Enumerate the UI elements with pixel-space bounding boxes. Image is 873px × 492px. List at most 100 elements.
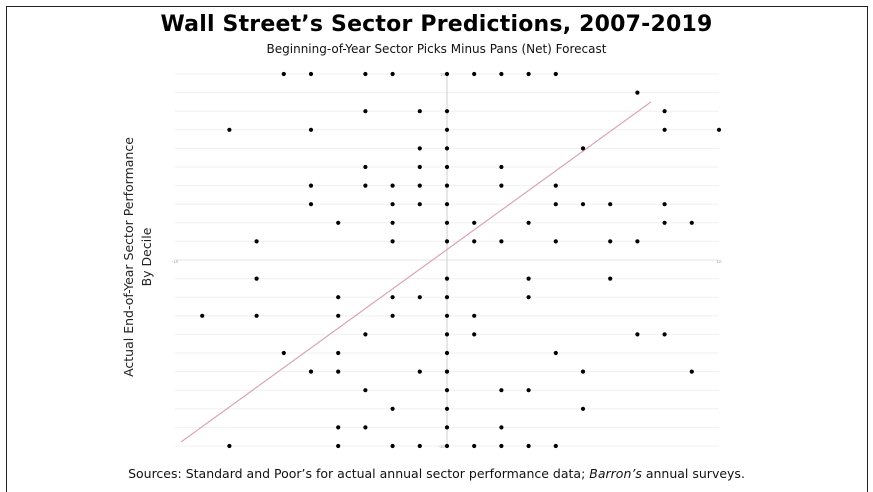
axes <box>175 74 719 446</box>
data-point <box>308 202 314 207</box>
data-point <box>390 183 395 188</box>
data-point <box>444 220 450 225</box>
data-point <box>444 406 450 411</box>
data-point <box>716 127 722 132</box>
x-tick-label: 10 <box>716 259 722 264</box>
data-point <box>444 425 450 430</box>
y-tick-label: 10 <box>440 72 446 77</box>
data-point <box>662 202 667 207</box>
data-point <box>689 220 694 225</box>
data-point <box>662 220 667 225</box>
data-point <box>526 276 531 281</box>
data-point <box>390 443 395 449</box>
data-point <box>526 443 531 449</box>
data-point <box>499 71 504 77</box>
data-point <box>363 388 368 393</box>
data-point <box>580 406 586 411</box>
data-point <box>444 146 450 151</box>
data-point <box>444 332 450 337</box>
data-point <box>390 406 395 411</box>
data-point <box>553 350 558 356</box>
data-point <box>363 109 368 114</box>
data-point <box>336 220 341 225</box>
data-point <box>499 239 504 244</box>
data-point <box>444 443 450 449</box>
data-point <box>444 109 450 114</box>
data-point <box>499 183 504 188</box>
data-point <box>336 295 341 300</box>
data-point <box>635 332 640 337</box>
data-point <box>635 90 640 95</box>
data-point <box>417 183 422 188</box>
data-point <box>662 332 667 337</box>
data-point <box>336 313 341 318</box>
data-point <box>526 71 531 77</box>
data-point <box>472 239 477 244</box>
data-point <box>472 332 477 337</box>
data-point <box>444 313 450 318</box>
data-point <box>553 239 558 244</box>
data-point <box>254 276 259 281</box>
data-point <box>336 350 341 356</box>
data-point <box>336 369 341 374</box>
data-point <box>417 146 422 151</box>
source-italic: Barron’s <box>589 466 642 481</box>
data-point <box>417 295 422 300</box>
data-point <box>472 443 477 449</box>
data-point <box>390 295 395 300</box>
data-point <box>254 239 259 244</box>
data-point <box>363 425 368 430</box>
data-point <box>499 388 504 393</box>
data-point <box>200 313 205 318</box>
data-point <box>499 425 504 430</box>
data-point <box>444 127 450 132</box>
source-note: Sources: Standard and Poor’s for actual … <box>0 466 873 481</box>
data-point <box>308 369 314 374</box>
data-point <box>526 388 531 393</box>
data-point <box>308 71 314 77</box>
data-point <box>608 239 613 244</box>
data-point <box>444 388 450 393</box>
data-point <box>444 295 450 300</box>
data-point <box>499 164 504 170</box>
source-prefix: Sources: Standard and Poor’s for actual … <box>128 466 590 481</box>
data-point <box>472 313 477 318</box>
tick-labels: -10 10 10 -10 <box>172 72 722 449</box>
data-point <box>308 183 314 188</box>
data-point <box>227 127 232 132</box>
data-point <box>417 202 422 207</box>
trendline <box>180 101 652 443</box>
trendline-group <box>180 101 652 443</box>
data-points <box>200 71 722 449</box>
data-point <box>444 202 450 207</box>
data-point <box>608 276 613 281</box>
data-point <box>444 164 450 170</box>
data-point <box>363 332 368 337</box>
data-point <box>281 71 286 77</box>
data-point <box>417 443 422 449</box>
y-tick-label: -10 <box>438 444 445 449</box>
data-point <box>553 183 558 188</box>
data-point <box>417 164 422 170</box>
data-point <box>308 127 314 132</box>
data-point <box>390 202 395 207</box>
data-point <box>608 202 613 207</box>
data-point <box>390 220 395 225</box>
data-point <box>417 109 422 114</box>
data-point <box>526 220 531 225</box>
chart-subtitle: Beginning-of-Year Sector Picks Minus Pan… <box>266 42 607 56</box>
data-point <box>580 369 586 374</box>
data-point <box>444 369 450 374</box>
data-point <box>444 350 450 356</box>
x-tick-label: -10 <box>172 259 179 264</box>
data-point <box>689 369 694 374</box>
data-point <box>444 71 450 77</box>
data-point <box>444 183 450 188</box>
data-point <box>553 71 558 77</box>
chart-title: Wall Street’s Sector Predictions, 2007-2… <box>160 12 713 37</box>
data-point <box>580 202 586 207</box>
data-point <box>254 313 259 318</box>
data-point <box>444 239 450 244</box>
data-point <box>336 425 341 430</box>
